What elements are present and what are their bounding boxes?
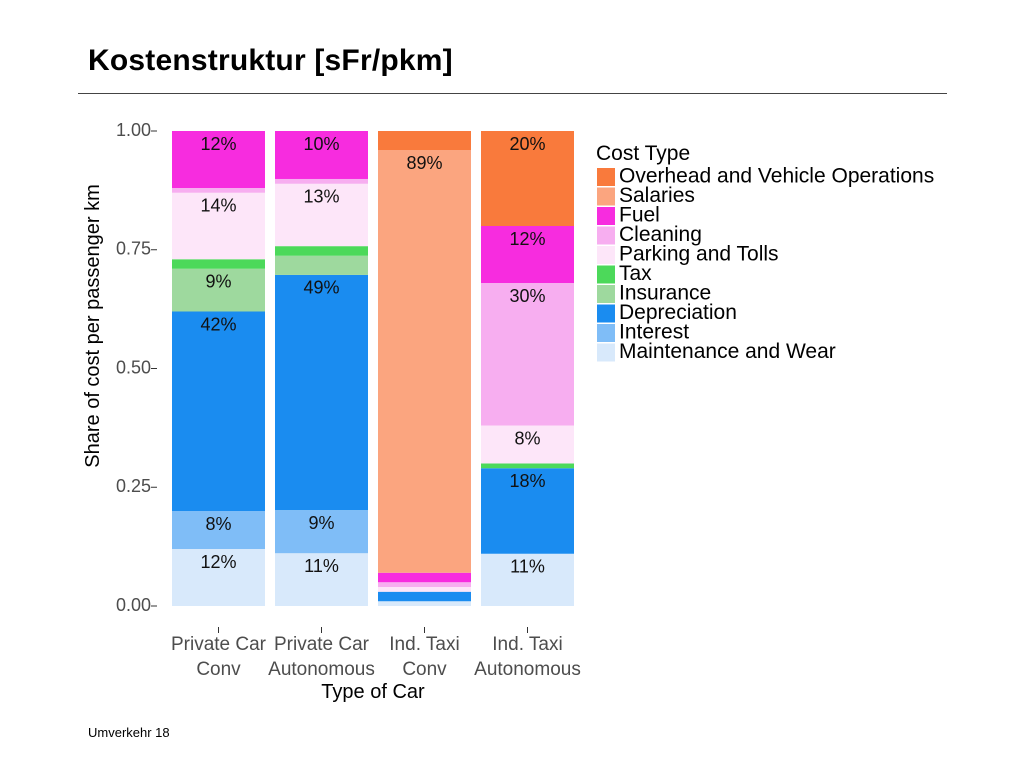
bar-segment bbox=[172, 188, 265, 193]
bar-segment bbox=[481, 131, 574, 226]
data-label: 13% bbox=[303, 187, 339, 207]
bar-segment bbox=[275, 255, 368, 275]
legend-swatch bbox=[597, 324, 615, 342]
bar-segment bbox=[481, 226, 574, 283]
bar-segment bbox=[275, 178, 368, 184]
legend-swatch bbox=[597, 226, 615, 245]
bar-segment bbox=[378, 131, 471, 150]
data-label: 12% bbox=[509, 229, 545, 249]
bar-segment bbox=[172, 268, 265, 312]
bar-segment bbox=[378, 601, 471, 606]
y-axis-title: Share of cost per passenger km bbox=[82, 184, 104, 467]
legend-label: Overhead and Vehicle Operations bbox=[619, 165, 934, 188]
data-label: 12% bbox=[200, 552, 236, 572]
legend-swatch bbox=[597, 207, 615, 225]
data-label: 12% bbox=[200, 134, 236, 154]
bar-segment bbox=[481, 463, 574, 469]
bar-segment bbox=[172, 311, 265, 511]
bar-segment bbox=[275, 131, 368, 179]
data-label: 11% bbox=[304, 556, 339, 576]
legend-swatch bbox=[597, 246, 615, 264]
bar-segment bbox=[481, 283, 574, 426]
data-label: 20% bbox=[509, 134, 545, 154]
legend-label: Depreciation bbox=[619, 301, 737, 324]
y-axis: 0.00 0.25 0.50 0.75 1.00 bbox=[116, 120, 157, 615]
bar-segment bbox=[378, 587, 471, 592]
slide-footer: Umverkehr 18 bbox=[88, 725, 170, 740]
data-label: 9% bbox=[308, 513, 334, 533]
bar-segment bbox=[275, 246, 368, 256]
legend-swatch bbox=[597, 285, 615, 303]
x-tick-label: Private Car Autonomous bbox=[268, 634, 375, 680]
bar-segment bbox=[275, 183, 368, 247]
title-divider bbox=[78, 93, 947, 94]
data-label: 49% bbox=[303, 278, 339, 298]
legend-swatch bbox=[597, 343, 615, 362]
legend-label: Fuel bbox=[619, 204, 660, 227]
data-label: 11% bbox=[510, 557, 545, 577]
data-label: 14% bbox=[200, 196, 236, 216]
bar-segment bbox=[481, 468, 574, 554]
x-tick-label: Ind. Taxi Conv bbox=[389, 634, 459, 680]
x-tick-label: Private Car Conv bbox=[171, 634, 267, 680]
data-label: 10% bbox=[303, 134, 339, 154]
bars-group: 12% 8% 42% 9% 14% 12% 11% 9% 49% 13% 10% 89% 11% 18% 8… bbox=[172, 131, 574, 606]
bar-segment bbox=[275, 274, 368, 511]
slide-title: Kostenstruktur [sFr/pkm] bbox=[88, 44, 453, 77]
y-tick-label: 0.75 bbox=[116, 239, 151, 259]
data-label: 42% bbox=[200, 314, 236, 334]
legend-label: Interest bbox=[619, 321, 689, 344]
data-label: 30% bbox=[509, 286, 545, 306]
data-label: 18% bbox=[509, 471, 545, 491]
bar-segment bbox=[172, 511, 265, 549]
bar-segment bbox=[172, 549, 265, 606]
legend-label: Salaries bbox=[619, 184, 695, 207]
y-tick-label: 0.00 bbox=[116, 595, 151, 615]
x-tick-label: Ind. Taxi Autonomous bbox=[474, 634, 581, 680]
bar-segment bbox=[378, 150, 471, 573]
legend-swatch bbox=[597, 187, 615, 206]
data-label: 89% bbox=[406, 153, 442, 173]
y-tick-label: 0.25 bbox=[116, 476, 151, 496]
bar-segment bbox=[172, 131, 265, 188]
bar-segment bbox=[172, 192, 265, 260]
legend-swatch bbox=[597, 168, 615, 186]
bar-segment bbox=[378, 591, 471, 602]
legend-label: Tax bbox=[619, 262, 652, 285]
data-label: 8% bbox=[514, 428, 540, 448]
legend-label: Maintenance and Wear bbox=[619, 340, 836, 363]
x-axis-title: Type of Car bbox=[321, 681, 425, 703]
bar-segment bbox=[275, 510, 368, 554]
data-label: 9% bbox=[205, 272, 231, 292]
bar-segment bbox=[378, 582, 471, 587]
bar-segment bbox=[172, 259, 265, 269]
legend-swatch bbox=[597, 265, 615, 284]
bar-segment bbox=[378, 572, 471, 583]
legend-label: Parking and Tolls bbox=[619, 243, 779, 266]
y-tick-label: 0.50 bbox=[116, 357, 151, 377]
data-label: 8% bbox=[205, 514, 231, 534]
y-tick-label: 1.00 bbox=[116, 120, 151, 140]
bar-segment bbox=[481, 425, 574, 464]
bar-segment bbox=[275, 553, 368, 606]
legend-title: Cost Type bbox=[596, 142, 690, 165]
legend-label: Insurance bbox=[619, 282, 711, 305]
legend-swatch bbox=[597, 304, 615, 323]
bar-segment bbox=[481, 553, 574, 606]
legend-label: Cleaning bbox=[619, 223, 702, 246]
